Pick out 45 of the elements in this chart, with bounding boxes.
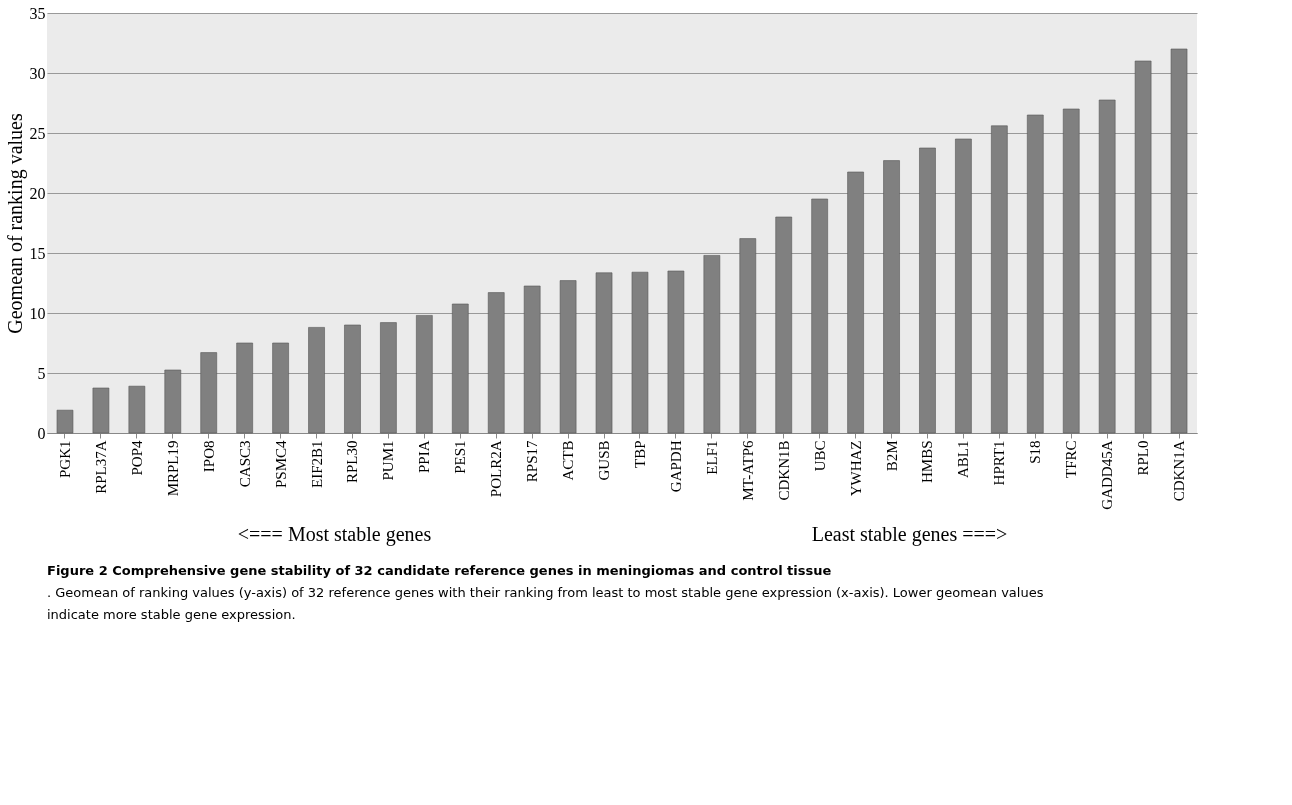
y-tick-label: 30 (29, 64, 46, 82)
x-tick-label: RPL37A (92, 440, 109, 494)
x-tick-label: HMBS (919, 440, 936, 484)
x-tick-label: GAPDH (667, 440, 684, 493)
x-tick-label: GUSB (596, 440, 613, 481)
x-tick-label: PPIA (416, 440, 433, 474)
x-tick-label: CDKN1A (1171, 440, 1188, 502)
y-tick-label: 25 (29, 124, 46, 142)
text: Least stable genes ===> (811, 523, 1008, 546)
x-tick-label: B2M (883, 440, 900, 472)
x-tick-label: RPL30 (344, 440, 361, 484)
x-tick-label: PSMC4 (272, 440, 289, 489)
x-tick-label: S18 (1027, 440, 1044, 464)
x-tick-label: POP4 (128, 440, 145, 476)
x-tick-label: POLR2A (488, 440, 505, 498)
x-tick-label: UBC (811, 440, 828, 472)
x-tick-label: ACTB (560, 440, 577, 481)
x-tick-label: PUM1 (380, 440, 397, 481)
x-tick-label: ABL1 (955, 440, 972, 478)
text: . Geomean of ranking values (y-axis) of 32 reference genes with their ranking from least to most stable gene expression (x-axis). Lower geomean values indicate more stable gene expression. (47, 585, 1044, 622)
y-axis-title: Geomean of ranking values (3, 113, 27, 334)
y-tick-label: 20 (29, 184, 46, 202)
x-tick-label: YWHAZ (847, 440, 864, 497)
x-tick-label: CASC3 (236, 440, 253, 488)
x-tick-label: GADD45A (1099, 440, 1116, 510)
caption: Figure 2 Comprehensive gene stability of 32 candidate reference genes in meningiomas and control tissue (47, 563, 832, 578)
x-tick-label: MRPL19 (164, 440, 181, 497)
y-tick-label: 15 (29, 244, 46, 262)
x-tick-label: PGK1 (56, 440, 73, 479)
x-tick-label: HPRT1 (991, 440, 1008, 486)
x-tick-label: ELF1 (703, 440, 720, 475)
y-tick-label: 10 (29, 304, 46, 322)
x-tick-label: RPL0 (1135, 440, 1152, 476)
y-tick-label: 5 (37, 364, 46, 382)
text: <=== Most stable genes (237, 523, 432, 546)
x-tick-label: IPO8 (200, 440, 217, 473)
x-tick-label: CDKN1B (775, 440, 792, 501)
x-tick-label: TFRC (1063, 440, 1080, 479)
y-tick-label: 0 (37, 424, 46, 442)
x-tick-label: PES1 (452, 440, 469, 474)
y-tick-label: 35 (29, 4, 46, 22)
x-tick-label: TBP (631, 440, 648, 469)
x-tick-label: EIF2B1 (308, 440, 325, 489)
x-tick-label: MT-ATP6 (739, 440, 756, 501)
x-tick-label: RPS17 (524, 440, 541, 483)
